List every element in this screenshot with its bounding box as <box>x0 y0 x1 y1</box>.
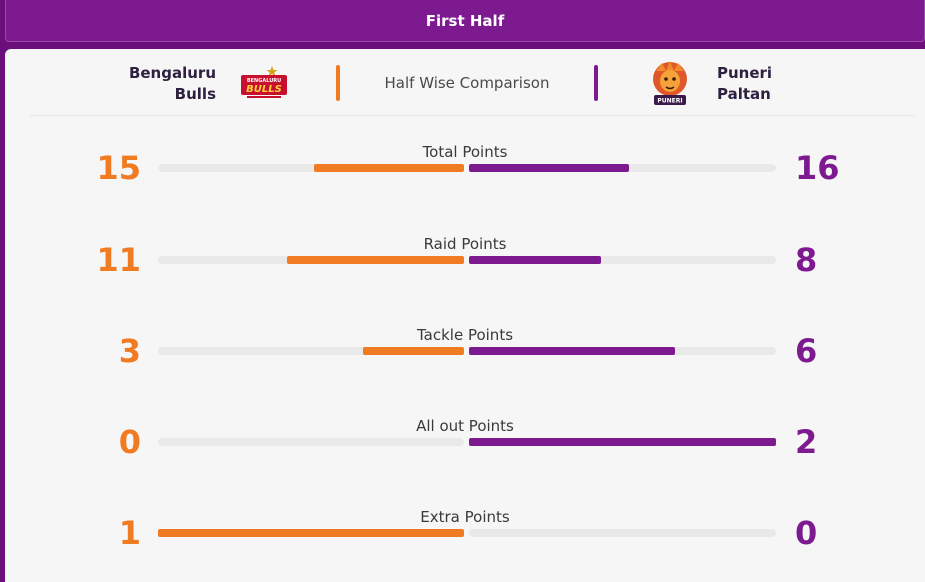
left-team-value: 1 <box>118 514 141 552</box>
puneri-paltan-logo: PUNERI <box>653 61 687 105</box>
svg-text:BULLS: BULLS <box>246 84 282 95</box>
right-bar-track <box>469 164 776 172</box>
svg-text:BENGALURU: BENGALURU <box>247 78 281 84</box>
right-bar-fill <box>469 256 601 264</box>
left-divider <box>336 65 340 101</box>
left-bar-track <box>158 529 464 537</box>
right-team-value: 0 <box>795 514 818 552</box>
stat-label: All out Points <box>416 417 514 435</box>
stat-row: Extra Points 1 0 <box>5 508 925 568</box>
tab-title: First Half <box>425 11 505 30</box>
stat-label: Tackle Points <box>416 326 514 344</box>
teams-header: Bengaluru Bulls BENGALURU BULLS Half Wis… <box>5 49 925 115</box>
left-team-name-line1: Bengaluru <box>128 64 216 82</box>
right-team-value: 8 <box>795 241 818 279</box>
stat-row: All out Points 0 2 <box>5 417 925 477</box>
left-bar-fill <box>286 256 464 264</box>
stat-label: Total Points <box>422 143 508 161</box>
right-bar-track <box>469 529 776 537</box>
right-divider <box>594 65 598 101</box>
left-bar-track <box>158 256 464 264</box>
left-team-name-line2: Bulls <box>174 85 216 103</box>
left-team-value: 3 <box>118 332 141 370</box>
right-bar-track <box>469 438 776 446</box>
stat-label: Extra Points <box>420 508 510 526</box>
stat-row: Total Points 15 16 <box>5 143 925 203</box>
comparison-title: Half Wise Comparison <box>384 74 550 92</box>
svg-text:PUNERI: PUNERI <box>657 98 682 105</box>
right-bar-track <box>469 256 776 264</box>
left-bar-track <box>158 164 464 172</box>
first-half-tab[interactable]: First Half <box>5 0 925 42</box>
right-team-name-line1: Puneri <box>717 64 773 82</box>
right-team-value: 2 <box>795 423 818 461</box>
left-bar-fill <box>314 164 464 172</box>
right-team-value: 6 <box>795 332 818 370</box>
left-team-value: 11 <box>96 241 141 279</box>
bengaluru-bulls-logo: BENGALURU BULLS <box>241 66 287 98</box>
right-bar-fill <box>469 438 776 446</box>
right-bar-fill <box>469 347 675 355</box>
left-team-name: Bengaluru Bulls <box>96 63 216 105</box>
left-bar-fill <box>158 529 464 537</box>
header-divider <box>30 115 915 116</box>
left-team-value: 15 <box>96 149 141 187</box>
left-bar-track <box>158 347 464 355</box>
left-team-value: 0 <box>118 423 141 461</box>
stat-row: Raid Points 11 8 <box>5 235 925 295</box>
right-team-value: 16 <box>795 149 840 187</box>
stat-label: Raid Points <box>423 235 507 253</box>
comparison-card: Bengaluru Bulls BENGALURU BULLS Half Wis… <box>5 49 925 582</box>
right-bar-track <box>469 347 776 355</box>
right-bar-fill <box>469 164 629 172</box>
stat-row: Tackle Points 3 6 <box>5 326 925 386</box>
left-bar-fill <box>363 347 464 355</box>
right-team-name: Puneri Paltan <box>717 63 837 105</box>
left-bar-track <box>158 438 464 446</box>
right-team-name-line2: Paltan <box>717 85 771 103</box>
